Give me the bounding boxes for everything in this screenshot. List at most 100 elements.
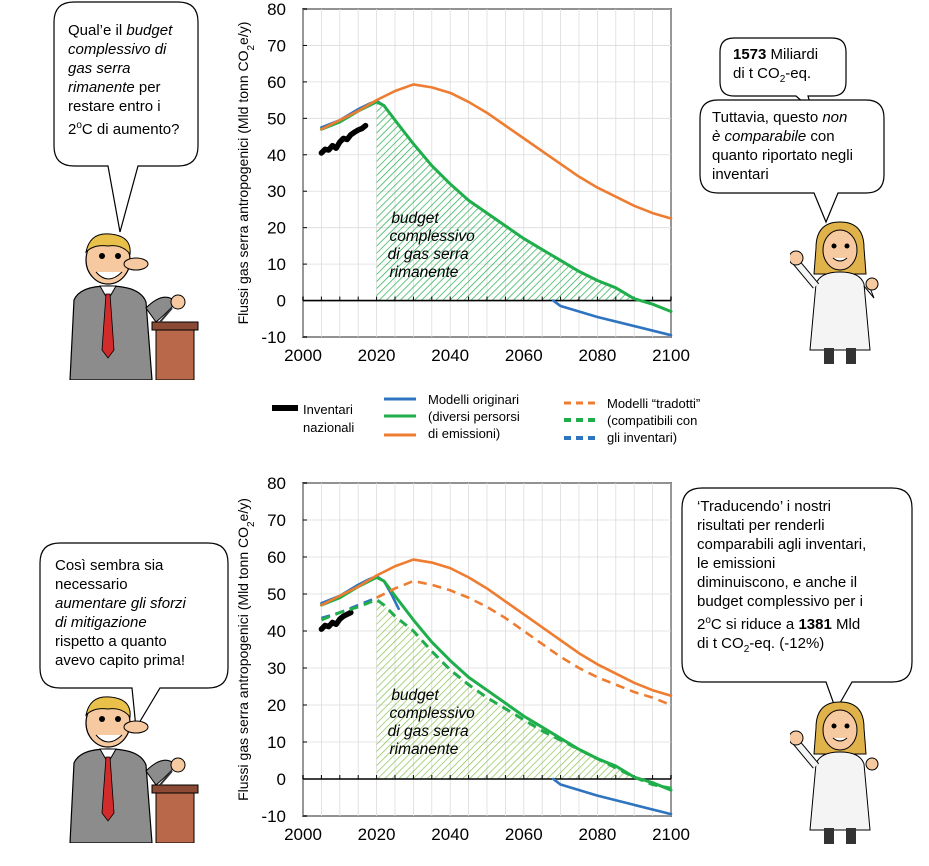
- bubble-line: gas serra: [68, 59, 198, 78]
- x-tick-label: 2000: [284, 825, 322, 844]
- bubble-run: 2: [743, 644, 750, 655]
- bubble-run: risultati per renderli: [697, 517, 825, 534]
- bubble-run: aumentare gli sforzi: [55, 595, 186, 612]
- bubble-line: di t CO2-eq.: [733, 64, 853, 89]
- budget-annotation-line: di gas serra: [388, 723, 469, 740]
- bubble-run: 1573: [733, 46, 767, 63]
- bubble-run: Qual’e il: [68, 22, 127, 39]
- bubble-run: non: [822, 109, 848, 126]
- bubble-line: rimanente per: [68, 78, 198, 97]
- y-axis-label-part: e/y): [235, 498, 251, 521]
- budget-annotation-line: complessivo: [389, 705, 475, 722]
- x-tick-label: 2020: [358, 346, 396, 365]
- bubble-line: risultati per renderli: [697, 516, 912, 535]
- y-tick-label: 50: [267, 585, 286, 604]
- y-tick-label: 30: [267, 659, 286, 678]
- series-line-orange-solid: [320, 83, 673, 220]
- budget-annotation-line: rimanente: [389, 741, 458, 758]
- x-tick-label: 2100: [652, 346, 690, 365]
- y-axis-label: Flussi gas serra antropogenici (Mld tonn…: [235, 498, 257, 801]
- bubble-line: è comparabile con: [712, 127, 887, 146]
- bubble-run: rispetto a quanto: [55, 633, 167, 650]
- legend-label-translated: Modelli “tradotti” (compatibili con gli in…: [607, 396, 701, 445]
- legend-label-inventory: Inventari nazionali: [303, 402, 355, 435]
- budget-area: [376, 101, 635, 301]
- bubble-run: 2: [779, 74, 786, 85]
- bubble-line: Tuttavia, questo non: [712, 108, 887, 127]
- x-tick-label: 2080: [578, 346, 616, 365]
- series-line-inventory-solid: [318, 609, 354, 632]
- series-line-blue-dashed: [321, 596, 378, 620]
- y-axis-label: Flussi gas serra antropogenici (Mld tonn…: [235, 22, 257, 325]
- bubble-line: 2oC di aumento?: [68, 116, 198, 139]
- legend-label-original: Modelli originari (diversi persorsi di emi…: [428, 392, 520, 441]
- bubble-line: comparabili agli inventari,: [697, 535, 912, 554]
- budget-annotation-line: rimanente: [389, 264, 458, 281]
- bubble-line: 1573 Miliardi: [733, 45, 853, 64]
- budget-area: [376, 599, 635, 779]
- bubble-run: quanto riportato negli: [712, 147, 853, 164]
- bubble-run: C si riduce a: [710, 616, 799, 633]
- bubble-line: necessario: [55, 575, 230, 594]
- series-line-green-solid: [319, 100, 673, 313]
- bubble-run: budget complessivo per i: [697, 593, 863, 610]
- y-tick-label: 60: [267, 73, 286, 92]
- bubble-line: inventari: [712, 165, 887, 184]
- emissions-chart-bottom: 2000 2020 2040 2060 2080 2100 -10 0 10 20 30 40 50 60…: [235, 474, 690, 844]
- x-tick-label: 2000: [284, 346, 322, 365]
- scientist-woman-illustration-bottom: [790, 701, 879, 844]
- bubble-text-bottom-right: ‘Traducendo’ i nostri risultati per rende…: [697, 497, 912, 659]
- y-tick-label: 80: [267, 474, 286, 493]
- x-tick-label: 2020: [358, 825, 396, 844]
- bubble-line: aumentare gli sforzi: [55, 594, 230, 613]
- bubble-run: necessario: [55, 576, 128, 593]
- x-tick-label: 2040: [431, 346, 469, 365]
- bubble-run: avevo capito prima!: [55, 652, 186, 669]
- emissions-chart-top: 2000 2020 2040 2060 2080 2100 -10 0 10 20 30 40 50 60…: [235, 0, 690, 365]
- scientist-woman-illustration-top: [790, 221, 879, 364]
- y-tick-label: -10: [261, 807, 286, 826]
- y-tick-label: 50: [267, 109, 286, 128]
- speech-bubble-bottom-right: [681, 487, 913, 712]
- bubble-run: o: [705, 615, 711, 626]
- bubble-run: di t CO: [733, 65, 780, 82]
- bubble-run: Così sembra sia: [55, 557, 164, 574]
- series-line-orange-solid: [320, 558, 673, 698]
- series-line-inventory-solid: [318, 122, 369, 156]
- bubble-line: Così sembra sia: [55, 556, 230, 575]
- bubble-run: o: [76, 120, 82, 131]
- bubble-line: ‘Traducendo’ i nostri: [697, 497, 912, 516]
- bubble-run: di t CO: [697, 635, 744, 652]
- budget-annotation-line: budget: [391, 210, 439, 227]
- bubble-run: 2: [697, 616, 706, 633]
- speech-bubble-bottom-left: [39, 542, 229, 730]
- y-tick-label: 70: [267, 511, 286, 530]
- bubble-line: rispetto a quanto: [55, 632, 230, 651]
- bubble-run: 1381: [798, 616, 832, 633]
- budget-annotation: budget complessivo di gas serra rimanente: [388, 687, 475, 758]
- series-line-blue-solid: [551, 299, 673, 337]
- bubble-run: Miliardi: [766, 46, 819, 63]
- budget-annotation-line: complessivo: [389, 228, 475, 245]
- y-axis-label-part: 2: [246, 45, 257, 51]
- bubble-line: budget complessivo per i: [697, 592, 912, 611]
- bubble-line: di mitigazione: [55, 613, 230, 632]
- x-tick-label: 2060: [505, 346, 543, 365]
- budget-annotation-line: budget: [391, 687, 439, 704]
- budget-annotation-line: di gas serra: [388, 246, 469, 263]
- bubble-run: è comparabile: [712, 128, 807, 145]
- bubble-run: per: [134, 79, 161, 96]
- y-tick-label: 30: [267, 182, 286, 201]
- bubble-line: avevo capito prima!: [55, 651, 230, 670]
- bubble-line: complessivo di: [68, 40, 198, 59]
- bubble-run: -eq. (-12%): [749, 635, 825, 652]
- bubble-run: comparabili agli inventari,: [697, 536, 867, 553]
- bubble-run: rimanente: [68, 79, 135, 96]
- bubble-line: diminuiscono, e anche il: [697, 573, 912, 592]
- bubble-line: Qual’e il budget: [68, 21, 198, 40]
- series-line-green-dashed: [320, 598, 672, 790]
- y-axis-label-part: Flussi gas serra antropogenici (Mld tonn…: [235, 527, 251, 801]
- bubble-run: diminuiscono, e anche il: [697, 574, 858, 591]
- y-axis-label-part: e/y): [235, 22, 251, 45]
